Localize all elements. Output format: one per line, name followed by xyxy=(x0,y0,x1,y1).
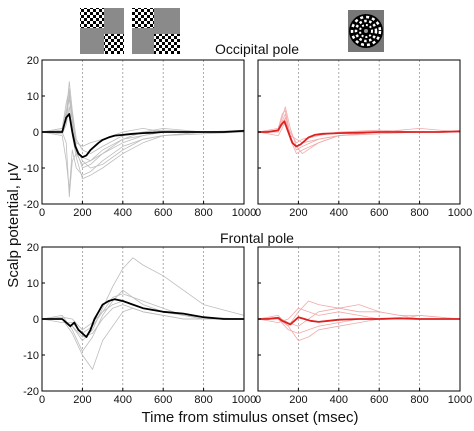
x-tick-label: 600 xyxy=(154,207,172,219)
y-tick-label: 0 xyxy=(33,314,39,326)
trial-trace xyxy=(258,117,460,155)
x-tick-label: 200 xyxy=(73,394,91,406)
panel-frontal-left: 0 200 400 600 800 1000 -20 -10 0 10 20 xyxy=(23,242,256,406)
y-tick-label: -10 xyxy=(23,350,39,362)
y-tick-label: 20 xyxy=(27,242,39,254)
y-tick-label: 0 xyxy=(33,127,39,139)
x-tick-label: 200 xyxy=(73,207,91,219)
mean-trace xyxy=(42,298,244,338)
trial-trace xyxy=(41,300,245,331)
alternating-checkerboard-icon xyxy=(80,8,180,54)
panel-occipital-right: 0 200 400 600 800 1000 xyxy=(255,59,472,219)
x-tick-label: 0 xyxy=(39,207,45,219)
trial-trace xyxy=(42,257,245,342)
y-tick-label: -20 xyxy=(23,199,39,211)
x-tick-label: 800 xyxy=(194,207,212,219)
x-tick-label: 400 xyxy=(330,207,348,219)
y-tick-label: -20 xyxy=(23,386,39,398)
x-tick-label: 1000 xyxy=(232,394,256,406)
x-tick-label: 0 xyxy=(255,207,261,219)
trial-trace xyxy=(257,307,461,324)
trial-trace xyxy=(42,131,244,198)
trial-trace xyxy=(42,92,244,169)
y-axis-label: Scalp potential, μV xyxy=(5,162,22,287)
x-tick-label: 800 xyxy=(194,394,212,406)
frontal-title: Frontal pole xyxy=(220,230,294,246)
mean-trace xyxy=(258,120,461,148)
y-tick-label: -10 xyxy=(23,163,39,175)
trial-trace xyxy=(257,300,461,327)
x-tick-label: 0 xyxy=(39,394,45,406)
trial-trace xyxy=(41,106,244,180)
trial-trace xyxy=(42,304,244,338)
x-tick-label: 600 xyxy=(370,394,388,406)
trial-trace xyxy=(41,289,244,352)
occipital-title: Occipital pole xyxy=(215,41,299,57)
y-tick-label: 10 xyxy=(27,278,39,290)
mean-trace xyxy=(42,113,245,159)
x-tick-label: 200 xyxy=(289,394,307,406)
panel-frontal-right: 0 200 400 600 800 1000 xyxy=(255,246,472,406)
x-tick-label: 1000 xyxy=(232,207,256,219)
y-tick-label: 20 xyxy=(27,55,39,67)
radial-checkerboard-icon xyxy=(348,10,384,52)
x-tick-label: 400 xyxy=(114,207,132,219)
x-tick-label: 400 xyxy=(330,394,348,406)
x-tick-label: 1000 xyxy=(448,207,472,219)
x-tick-label: 800 xyxy=(410,207,428,219)
y-tick-label: 10 xyxy=(27,91,39,103)
x-tick-label: 600 xyxy=(370,207,388,219)
x-tick-label: 600 xyxy=(154,394,172,406)
x-tick-label: 200 xyxy=(289,207,307,219)
trial-trace xyxy=(257,304,460,327)
x-tick-label: 1000 xyxy=(448,394,472,406)
x-tick-label: 800 xyxy=(410,394,428,406)
mean-trace xyxy=(258,316,460,326)
x-axis-label: Time from stimulus onset (msec) xyxy=(142,409,359,426)
trial-trace xyxy=(41,293,244,334)
x-tick-label: 400 xyxy=(114,394,132,406)
panel-occipital-left: 0 200 400 600 800 1000 -20 -10 0 10 20 xyxy=(23,55,256,219)
x-tick-label: 0 xyxy=(255,394,261,406)
